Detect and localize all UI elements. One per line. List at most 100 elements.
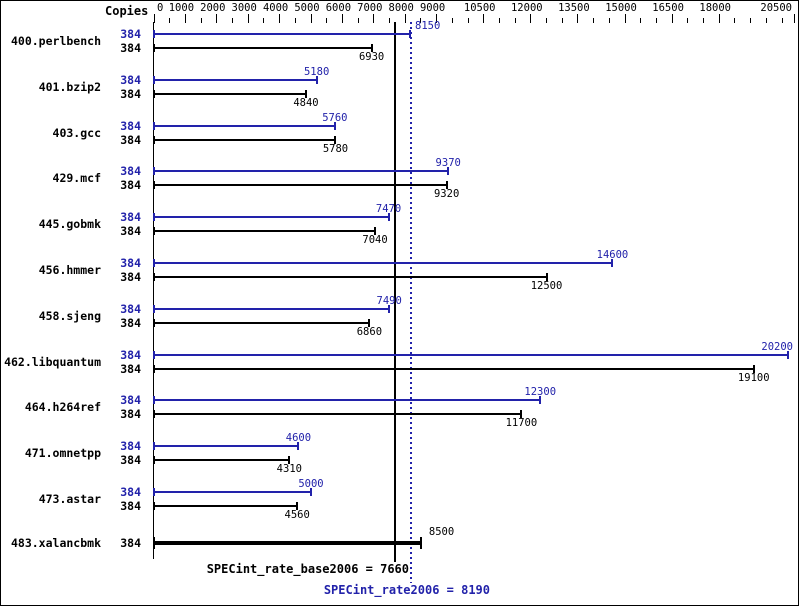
peak-value-label: 12300 bbox=[524, 386, 557, 398]
bar-start-cap bbox=[153, 273, 155, 281]
peak-bar bbox=[154, 445, 299, 447]
copies-value: 384 bbox=[120, 73, 141, 87]
tick-label: 0 bbox=[157, 2, 164, 14]
bar-end-cap bbox=[368, 319, 371, 327]
tick-label: 9000 bbox=[419, 2, 446, 14]
tick-label: 13500 bbox=[558, 2, 590, 14]
minor-tick bbox=[608, 18, 610, 23]
copies-value: 384 bbox=[120, 270, 141, 284]
bar-start-cap bbox=[153, 319, 155, 327]
bar-end-cap bbox=[419, 537, 422, 549]
minor-tick bbox=[498, 18, 500, 23]
base-bar bbox=[154, 276, 547, 278]
copies-value: 384 bbox=[120, 27, 141, 41]
bar-end-cap bbox=[288, 456, 291, 464]
bar-start-cap bbox=[153, 488, 155, 496]
minor-tick bbox=[546, 18, 547, 23]
benchmark-label: 403.gcc bbox=[52, 126, 101, 140]
benchmark-label: 458.sjeng bbox=[38, 309, 101, 323]
bar-end-cap bbox=[374, 227, 377, 235]
peak-value-label: 5000 bbox=[298, 478, 324, 490]
tick-label: 1000 bbox=[168, 2, 195, 14]
benchmark-label: 429.mcf bbox=[52, 171, 101, 185]
base-value-label: 12500 bbox=[530, 280, 563, 292]
copies-value: 384 bbox=[120, 210, 141, 224]
base-value-label: 7040 bbox=[362, 234, 388, 246]
tick-label: 3000 bbox=[231, 2, 257, 14]
bar-end-cap bbox=[388, 305, 391, 313]
bar-end-cap bbox=[304, 90, 307, 98]
copies-column-header: Copies bbox=[105, 4, 149, 18]
bar-start-cap bbox=[153, 90, 155, 98]
copies-value: 384 bbox=[120, 362, 141, 376]
benchmark-label: 456.hmmer bbox=[38, 263, 101, 277]
bar-start-cap bbox=[153, 502, 155, 510]
minor-tick bbox=[420, 18, 422, 23]
minor-tick bbox=[703, 18, 704, 23]
tick-label: 2000 bbox=[200, 2, 226, 14]
base-value-label: 9320 bbox=[433, 188, 460, 200]
benchmark-label: 473.astar bbox=[38, 492, 101, 506]
major-tick bbox=[624, 14, 626, 23]
bar-start-cap bbox=[153, 44, 155, 52]
bar-end-cap bbox=[611, 259, 614, 267]
bar-start-cap bbox=[153, 30, 155, 38]
bar-end-cap bbox=[296, 502, 299, 510]
minor-tick bbox=[640, 18, 642, 23]
peak-value-label: 20200 bbox=[761, 341, 793, 353]
bar-end-cap bbox=[545, 273, 548, 281]
minor-tick bbox=[593, 18, 595, 23]
bar-start-cap bbox=[153, 442, 155, 450]
peak-value-label: 5180 bbox=[303, 66, 330, 78]
base-value-label: 4310 bbox=[276, 463, 302, 475]
peak-value-label: 7490 bbox=[376, 295, 402, 307]
benchmark-label: 483.xalancbmk bbox=[10, 536, 101, 550]
minor-tick bbox=[734, 18, 736, 23]
base-bar bbox=[154, 184, 447, 186]
copies-value: 384 bbox=[120, 224, 141, 238]
peak-bar bbox=[154, 79, 317, 81]
major-tick bbox=[404, 14, 406, 23]
bar-start-cap bbox=[153, 410, 155, 418]
minor-tick bbox=[232, 18, 233, 23]
minor-tick bbox=[169, 18, 171, 23]
copies-value: 384 bbox=[120, 316, 141, 330]
minor-tick bbox=[294, 18, 296, 23]
tick-label: 4000 bbox=[262, 2, 289, 14]
copies-value: 384 bbox=[120, 407, 141, 421]
major-tick bbox=[483, 14, 485, 23]
bar-start-cap bbox=[153, 181, 155, 189]
y-axis-line bbox=[153, 22, 154, 559]
peak-bar bbox=[154, 216, 389, 218]
minor-tick bbox=[687, 18, 689, 23]
tick-label: 18000 bbox=[699, 2, 731, 14]
bar-end-cap bbox=[445, 181, 448, 189]
copies-value: 384 bbox=[120, 119, 141, 133]
minor-tick bbox=[514, 18, 516, 23]
bar-start-cap bbox=[153, 76, 155, 84]
peak-bar bbox=[154, 354, 789, 356]
major-tick bbox=[184, 14, 186, 23]
base-bar bbox=[154, 368, 754, 370]
tick-label: 6000 bbox=[325, 2, 352, 14]
bar-end-cap bbox=[333, 122, 336, 130]
bar-end-cap bbox=[520, 410, 523, 418]
peak-bar bbox=[154, 262, 613, 264]
major-tick bbox=[577, 14, 579, 23]
major-tick bbox=[671, 14, 673, 23]
bar-start-cap bbox=[153, 259, 155, 267]
minor-tick bbox=[263, 18, 265, 23]
tick-label: 12000 bbox=[510, 2, 543, 14]
tick-label: 5000 bbox=[294, 2, 320, 14]
benchmark-label: 462.libquantum bbox=[4, 355, 101, 369]
bar-start-cap bbox=[153, 167, 155, 175]
bar-start-cap bbox=[153, 213, 155, 221]
base-ref-line bbox=[394, 22, 396, 562]
benchmark-label: 471.omnetpp bbox=[24, 446, 101, 460]
copies-value: 384 bbox=[120, 133, 141, 147]
base-value-label: 6860 bbox=[356, 326, 383, 338]
base-value-label: 6930 bbox=[358, 51, 385, 63]
peak-value-label: 9370 bbox=[435, 157, 461, 169]
base-value-label: 4560 bbox=[284, 509, 310, 521]
